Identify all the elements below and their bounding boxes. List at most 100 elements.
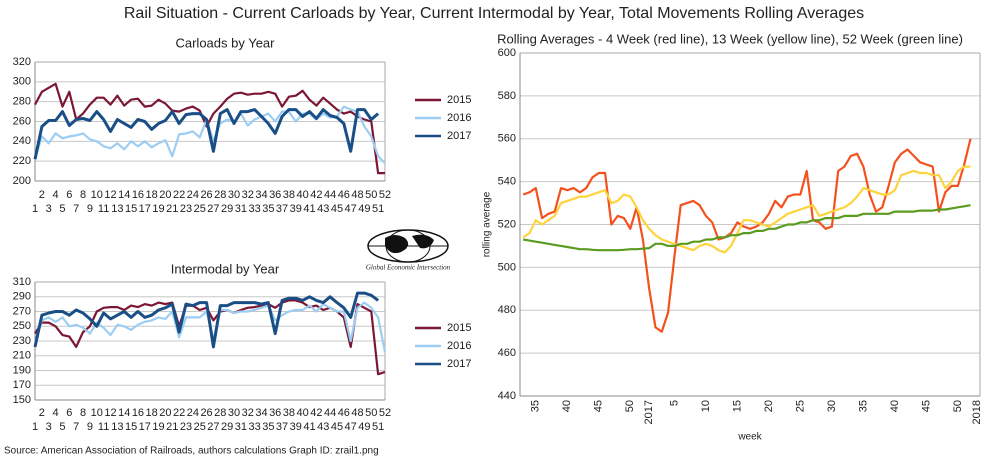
x-tick-label: 20	[159, 189, 171, 201]
y-tick-label: 320	[13, 56, 31, 68]
x-tick-label: 19	[152, 203, 164, 215]
x-tick-label: 10	[700, 400, 712, 412]
x-tick-label: 30	[228, 407, 240, 419]
x-tick-label: 15	[125, 203, 137, 215]
x-tick-label: 45	[593, 400, 605, 412]
x-tick-label: 29	[221, 421, 233, 433]
chart-title: Rolling Averages - 4 Week (red line), 13…	[497, 31, 963, 46]
x-tick-label: 25	[194, 421, 206, 433]
x-tick-label: 46	[338, 407, 350, 419]
x-tick-label: 24	[187, 407, 199, 419]
y-tick-label: 460	[498, 347, 516, 359]
x-tick-label: 27	[207, 421, 219, 433]
x-tick-label: 35	[530, 400, 542, 412]
y-tick-label: 280	[13, 96, 31, 108]
x-tick-label: 23	[180, 203, 192, 215]
legend-label: 2016	[447, 112, 471, 124]
x-tick-label: 3	[46, 421, 52, 433]
y-tick-label: 440	[498, 390, 516, 402]
x-tick-label: 45	[920, 400, 932, 412]
legend-label: 2015	[447, 322, 471, 334]
legend-label: 2017	[447, 358, 471, 370]
y-tick-label: 260	[13, 115, 31, 127]
x-tick-label: 30	[826, 400, 838, 412]
x-tick-label: 9	[87, 421, 93, 433]
x-tick-label: 20	[159, 407, 171, 419]
x-tick-label: 23	[180, 421, 192, 433]
x-tick-label: 50	[365, 407, 377, 419]
y-tick-label: 290	[13, 291, 31, 303]
x-tick-label: 2	[39, 189, 45, 201]
x-tick-label: 9	[87, 203, 93, 215]
x-tick-label: 15	[731, 400, 743, 412]
x-tick-label: 38	[283, 189, 295, 201]
x-tick-label: 25	[794, 400, 806, 412]
page-title: Rail Situation - Current Carloads by Yea…	[124, 5, 864, 22]
x-tick-label: 8	[80, 189, 86, 201]
x-tick-label: 28	[214, 189, 226, 201]
x-tick-label: 3	[46, 203, 52, 215]
y-tick-label: 300	[13, 76, 31, 88]
x-tick-label: 17	[139, 421, 151, 433]
y-tick-label: 240	[13, 135, 31, 147]
x-tick-label: 7	[73, 421, 79, 433]
x-tick-label: 12	[104, 189, 116, 201]
x-tick-label: 33	[248, 203, 260, 215]
x-tick-label: 50	[952, 400, 964, 412]
x-tick-label: 48	[351, 189, 363, 201]
x-tick-label: 4	[53, 407, 59, 419]
x-tick-label: 8	[80, 407, 86, 419]
x-tick-label: 33	[248, 421, 260, 433]
y-tick-label: 540	[498, 176, 516, 188]
x-tick-label: 30	[228, 189, 240, 201]
legend-label: 2015	[447, 94, 471, 106]
x-tick-label: 28	[214, 407, 226, 419]
chart-title: Carloads by Year	[175, 35, 275, 50]
x-tick-label: 2	[39, 407, 45, 419]
x-tick-label: 24	[187, 189, 199, 201]
x-tick-label: 13	[111, 421, 123, 433]
x-tick-label: 29	[221, 203, 233, 215]
y-tick-label: 150	[13, 394, 31, 406]
x-tick-label: 52	[379, 407, 391, 419]
x-tick-label: 5	[59, 421, 65, 433]
x-tick-label: 5	[668, 400, 680, 406]
x-tick-label: 38	[283, 407, 295, 419]
x-tick-label: 45	[331, 203, 343, 215]
x-tick-label: 7	[73, 203, 79, 215]
x-tick-label: 46	[338, 189, 350, 201]
series-line	[523, 204, 971, 252]
x-tick-label: 18	[146, 407, 158, 419]
x-tick-label: 35	[262, 203, 274, 215]
x-tick-label: 22	[173, 407, 185, 419]
y-tick-label: 190	[13, 364, 31, 376]
x-tick-label: 5	[59, 203, 65, 215]
y-tick-label: 580	[498, 90, 516, 102]
series-line	[33, 108, 380, 160]
series-line	[34, 82, 385, 175]
x-tick-label: 1	[32, 203, 38, 215]
x-tick-label: 47	[345, 203, 357, 215]
x-tick-label: 39	[290, 421, 302, 433]
x-tick-label: 42	[310, 407, 322, 419]
series-line	[33, 291, 379, 349]
x-tick-label: 47	[345, 421, 357, 433]
x-tick-label: 4	[53, 189, 59, 201]
x-tick-label: 49	[358, 421, 370, 433]
x-tick-label: 10	[91, 189, 103, 201]
x-tick-label: 25	[194, 203, 206, 215]
x-tick-label: 51	[372, 203, 384, 215]
x-tick-label: 37	[276, 421, 288, 433]
x-tick-label: 40	[297, 407, 309, 419]
x-tick-label: 21	[166, 421, 178, 433]
x-tick-label: 2017	[643, 400, 655, 424]
y-tick-label: 600	[498, 47, 516, 59]
chart-title: Intermodal by Year	[171, 261, 280, 276]
x-tick-label: 27	[207, 203, 219, 215]
y-axis-label: rolling average	[482, 191, 493, 257]
x-tick-label: 13	[111, 203, 123, 215]
x-tick-label: 32	[242, 189, 254, 201]
x-tick-label: 43	[317, 421, 329, 433]
x-tick-label: 51	[372, 421, 384, 433]
